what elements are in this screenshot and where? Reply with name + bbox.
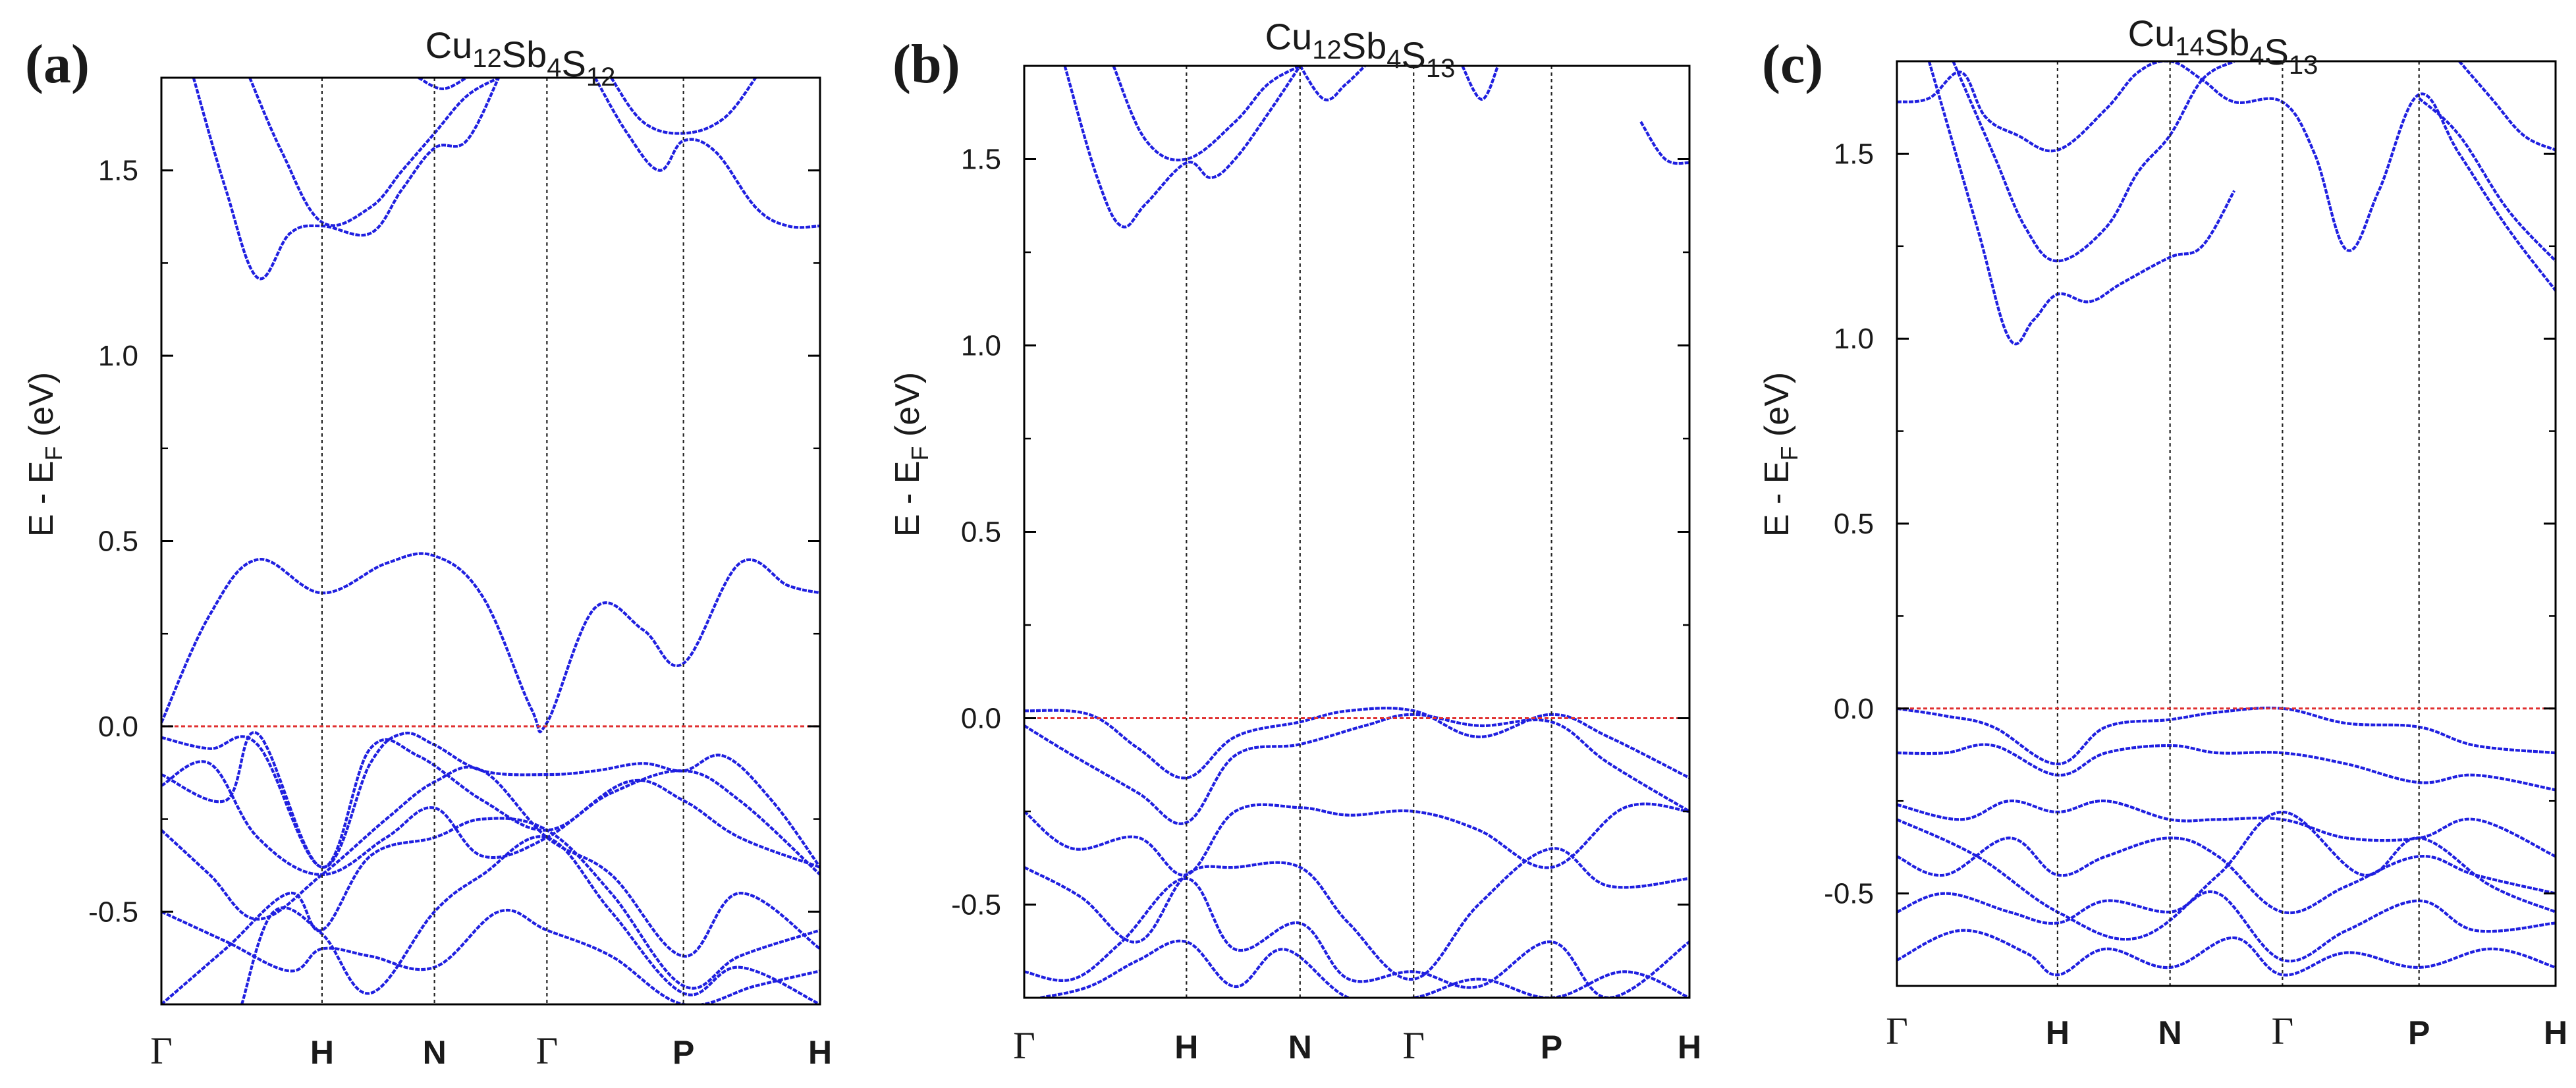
band-line-vb5 <box>1024 877 1689 998</box>
band-line-cb5 <box>593 78 820 229</box>
kpoint-label: H <box>310 1034 334 1071</box>
kpoint-label: Γ <box>1886 1010 1908 1052</box>
ytick-label: 1.5 <box>1834 138 1874 170</box>
panel-label: (b) <box>892 34 960 95</box>
kpoint-label: Γ <box>1013 1024 1035 1067</box>
kpoint-label: H <box>808 1034 832 1071</box>
band-line-vb2 <box>1024 713 1689 825</box>
band-line-cb1 <box>161 552 820 734</box>
ytick-label: 0.5 <box>98 526 138 558</box>
band-line-cb2 <box>192 78 501 281</box>
kpoint-label: H <box>1174 1029 1198 1066</box>
band-line-vb5 <box>1897 890 2556 963</box>
ytick-label: 1.0 <box>98 340 138 372</box>
band-line-vb4 <box>161 817 820 1004</box>
panel-label: (c) <box>1762 34 1823 95</box>
band-line-vb4 <box>1897 836 2556 915</box>
y-axis-label: E - EF (eV) <box>889 372 933 537</box>
panel-a: -0.5 0.0 0.5 1.0 1.5 Γ H N Γ P H (a) Cu12Sb4S12 E - E… <box>22 24 832 1072</box>
band-line-vb3 <box>161 765 820 958</box>
kpoint-label: N <box>423 1034 447 1071</box>
ytick-label: 1.5 <box>98 155 138 187</box>
panel-title: Cu12Sb4S13 <box>1265 16 1456 83</box>
band-line-vb1 <box>1897 706 2556 766</box>
ytick-label: 0.0 <box>961 703 1001 735</box>
panel-title: Cu12Sb4S12 <box>425 24 616 92</box>
bands <box>1024 66 1689 998</box>
band-line-cb3 <box>248 78 500 227</box>
band-line-vb7 <box>1897 810 2556 941</box>
y-axis-label: E - EF (eV) <box>22 372 67 537</box>
plot-frame <box>1896 60 2557 987</box>
y-axis-label: E - EF (eV) <box>1758 372 1803 537</box>
band-line-cb3 <box>1299 66 1366 101</box>
band-line-cb5 <box>2458 61 2556 151</box>
kpoint-label: P <box>1541 1029 1562 1066</box>
ytick-label: 0.5 <box>1834 508 1874 540</box>
ytick-label: 0.0 <box>98 711 138 743</box>
band-line-cb4 <box>1461 66 1500 101</box>
ytick-label: 1.0 <box>1834 323 1874 355</box>
ytick-label: 1.5 <box>961 144 1001 176</box>
band-line-vb6 <box>1897 929 2556 977</box>
plot-frame <box>160 76 821 1006</box>
band-line-vb6 <box>161 760 820 877</box>
panel-c: -0.5 0.0 0.5 1.0 1.5 Γ H N Γ P H (c) Cu14Sb4S13 E - E… <box>1758 13 2567 1052</box>
bands <box>1897 61 2556 977</box>
ytick-label: 0.0 <box>1834 693 1874 725</box>
ytick-label: -0.5 <box>951 889 1001 921</box>
band-line-cb5 <box>1639 121 1689 165</box>
ytick-label: -0.5 <box>1824 878 1874 910</box>
band-line-vb2 <box>1897 743 2556 792</box>
band-line-cb1 <box>1063 66 1302 229</box>
band-line-cb2 <box>1952 61 2235 263</box>
band-line-cb4 <box>418 78 468 90</box>
band-line-vb1 <box>161 731 820 869</box>
band-line-cb2 <box>1112 66 1301 162</box>
kpoint-label: Γ <box>536 1029 559 1072</box>
band-line-vb3 <box>1897 800 2556 858</box>
kpoint-label: Γ <box>2272 1010 2294 1052</box>
band-line-vb2 <box>161 731 820 876</box>
band-line-vb6 <box>1040 939 1689 998</box>
kpoint-label: P <box>2408 1014 2430 1051</box>
band-line-cb3 <box>1897 61 2556 292</box>
kpoint-label: H <box>2544 1014 2567 1051</box>
ytick-label: -0.5 <box>88 896 138 928</box>
band-line-vb4 <box>1024 847 1689 981</box>
kpoint-label: N <box>1288 1029 1312 1066</box>
plot-frame <box>1023 65 1691 999</box>
kpoint-label: P <box>672 1034 694 1071</box>
kpoint-label: Γ <box>1402 1024 1425 1067</box>
kpoint-label: H <box>1678 1029 1701 1066</box>
kpoint-label: Γ <box>150 1029 173 1072</box>
panel-title: Cu14Sb4S13 <box>2128 13 2318 80</box>
band-line-vb3 <box>1024 802 1689 877</box>
band-line-vb7 <box>161 909 820 1004</box>
band-line-cb4 <box>2418 97 2556 262</box>
panel-label: (a) <box>25 34 90 95</box>
band-line-vb1 <box>1024 707 1689 780</box>
band-line-vb5 <box>240 835 820 1004</box>
panel-b: -0.5 0.0 0.5 1.0 1.5 Γ H N Γ P H (b) Cu12Sb4S13 E - E… <box>889 16 1701 1067</box>
kpoint-label: N <box>2158 1014 2182 1051</box>
ytick-label: 0.5 <box>961 516 1001 549</box>
ytick-label: 1.0 <box>961 330 1001 362</box>
bands <box>161 78 820 1004</box>
kpoint-label: H <box>2046 1014 2069 1051</box>
